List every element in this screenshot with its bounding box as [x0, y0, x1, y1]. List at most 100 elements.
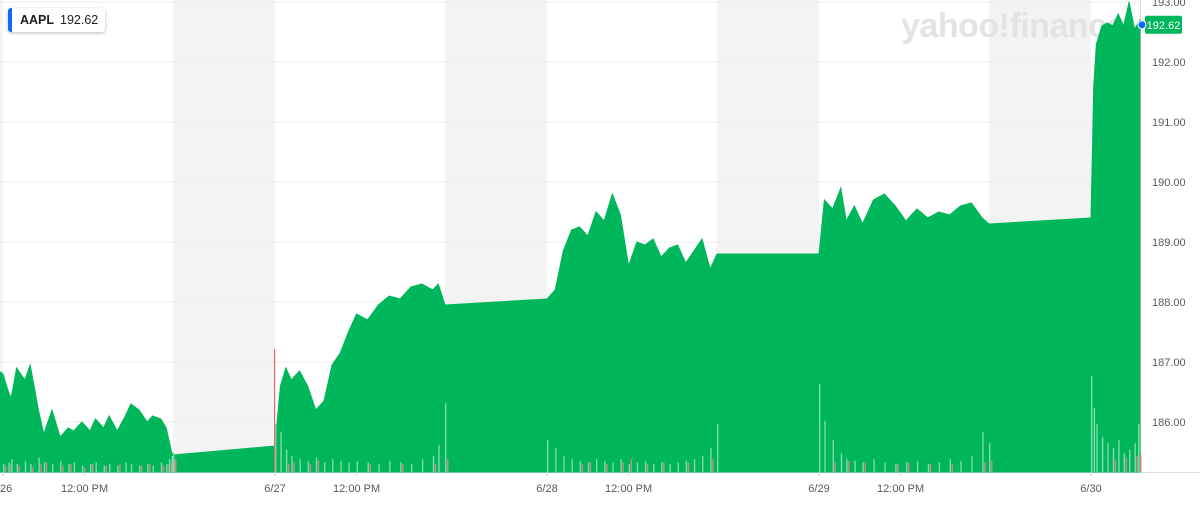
volume-bar-up-19	[43, 462, 46, 472]
volume-bar-up-76	[669, 464, 671, 472]
volume-bar-down-107	[1114, 459, 1117, 472]
volume-bar-up-35	[160, 462, 163, 472]
volume-bar-up-57	[421, 459, 424, 472]
volume-bar-up-103	[1093, 408, 1096, 472]
volume-bar-up-69	[612, 462, 614, 472]
volume-bar-up-90	[873, 459, 875, 472]
volume-bar-up-86	[840, 452, 843, 472]
volume-bar-down-27	[105, 465, 107, 472]
x-axis-ticks: 26 12:00 PM 6/27 12:00 PM 6/28 12:00 PM 6/29 12…	[0, 472, 1102, 495]
volume-bar-up-41	[280, 432, 282, 472]
volume-bar-down-75	[663, 462, 665, 472]
x-tick-label-4: 6/28	[536, 483, 557, 495]
volume-bar-up-77	[677, 462, 679, 472]
volume-bar-down-58	[434, 464, 437, 472]
volume-bar-up-109	[1123, 452, 1125, 472]
volume-bar-up-52	[367, 462, 369, 472]
price-area-layer	[0, 1, 1141, 473]
y-tick-label-6: 192.00	[1152, 57, 1186, 69]
volume-bar-up-13	[8, 462, 10, 472]
ticker-price: 192.62	[60, 13, 99, 27]
volume-bar-up-61	[547, 440, 549, 472]
volume-bar-up-97	[949, 459, 951, 472]
volume-bar-up-81	[710, 448, 712, 472]
volume-bar-up-85	[832, 440, 834, 472]
x-tick-label-0: 26	[0, 483, 12, 495]
volume-bar-up-64	[571, 459, 573, 472]
last-price-tag	[1145, 15, 1182, 34]
y-tick-label-4: 190.00	[1152, 177, 1186, 189]
volume-bar-down-68	[606, 464, 608, 472]
volume-bar-up-30	[125, 462, 127, 472]
ticker-badge[interactable]: AAPL 192.62	[8, 8, 106, 32]
volume-bar-up-65	[579, 460, 581, 472]
x-tick-label-8: 6/30	[1080, 483, 1101, 495]
volume-bar-up-91	[884, 462, 886, 472]
volume-bar-down-114	[1140, 456, 1142, 472]
volume-bar-down-65	[581, 464, 583, 472]
volume-bar-up-14	[11, 459, 13, 472]
volume-bar-down-37	[170, 462, 173, 472]
volume-bar-down-13	[10, 464, 12, 472]
y-tick-label-1: 187.00	[1152, 357, 1186, 369]
volume-bar-up-50	[348, 462, 350, 472]
x-tick-label-1: 12:00 PM	[61, 483, 108, 495]
volume-bar-up-67	[596, 459, 598, 472]
volume-bar-up-31	[130, 464, 133, 472]
volume-bar-down-19	[45, 462, 48, 472]
volume-bar-down-17	[32, 467, 34, 472]
y-tick-label-3: 189.00	[1152, 237, 1186, 249]
volume-bar-up-99	[971, 456, 973, 472]
x-tick-label-2: 6/27	[264, 483, 285, 495]
yahoo-finance-watermark: yahoo!finance	[901, 7, 1125, 45]
x-tick-label-7: 12:00 PM	[877, 483, 924, 495]
volume-bar-up-75	[661, 462, 663, 472]
volume-bar-up-92	[895, 464, 897, 472]
volume-bar-up-56	[411, 464, 413, 472]
volume-bar-down-111	[1136, 456, 1138, 472]
volume-bar-down-32	[141, 465, 143, 472]
volume-bar-up-89	[862, 462, 864, 472]
volume-bar-up-22	[68, 464, 70, 472]
volume-bar-down-66	[589, 462, 592, 472]
x-tick-label-5: 12:00 PM	[605, 483, 652, 495]
volume-bar-down-43	[293, 462, 295, 472]
volume-bar-down-15	[18, 465, 20, 472]
volume-bar-up-53	[378, 464, 380, 472]
volume-bar-down-33	[149, 464, 151, 472]
volume-bar-down-55	[402, 464, 404, 472]
volume-bar-down-85	[834, 462, 836, 472]
volume-bar-down-71	[630, 459, 632, 472]
y-tick-label-7: 193.00	[1152, 0, 1186, 9]
volume-bar-up-114	[1138, 424, 1140, 472]
volume-bar-up-88	[854, 460, 856, 472]
volume-bar-up-59	[438, 444, 440, 472]
volume-bar-up-110	[1129, 449, 1131, 472]
volume-bar-up-32	[139, 465, 141, 472]
volume-bar-up-98	[960, 460, 962, 472]
volume-bar-up-36	[166, 464, 168, 472]
volume-bar-down-45	[309, 464, 311, 472]
volume-bar-up-40	[275, 424, 277, 472]
volume-bar-up-29	[117, 465, 119, 472]
volume-bar-up-27	[103, 465, 105, 472]
volume-bar-down-60	[447, 459, 449, 472]
volume-bar-down-101	[991, 460, 993, 472]
volume-bar-up-16	[24, 460, 27, 472]
volume-bar-down-12	[5, 465, 7, 472]
volume-bar-down-95	[929, 464, 932, 472]
volume-bar-down-78	[687, 462, 690, 472]
volume-bar-up-71	[628, 464, 630, 472]
volume-bar-up-47	[324, 462, 326, 472]
volume-bar-down-109	[1125, 457, 1127, 472]
premarket-band-0	[0, 0, 3, 472]
volume-bar-up-18	[38, 457, 40, 472]
volume-bar-up-55	[400, 462, 402, 472]
x-tick-label-3: 12:00 PM	[333, 483, 380, 495]
volume-bar-up-93	[906, 462, 908, 472]
volume-bar-down-29	[119, 464, 121, 472]
volume-bar-down-24	[83, 467, 86, 472]
volume-bar-up-111	[1134, 443, 1136, 472]
